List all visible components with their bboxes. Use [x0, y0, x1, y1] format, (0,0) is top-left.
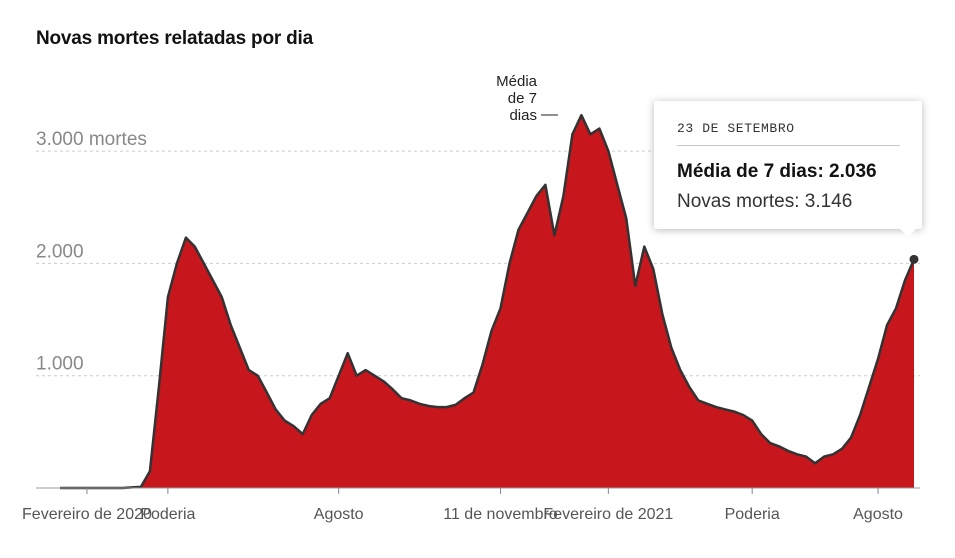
tooltip-divider — [677, 145, 900, 146]
x-tick-label: Fevereiro de 2021 — [543, 506, 673, 523]
tooltip-avg: Média de 7 dias: 2.036 — [677, 161, 877, 182]
x-tick-label: Poderia — [140, 506, 195, 523]
x-tick-label: Agosto — [314, 506, 364, 523]
y-tick-label: 1.000 — [36, 354, 84, 375]
x-tick-label: 11 de novembro — [443, 506, 558, 523]
tooltip-new-deaths: Novas mortes: 3.146 — [677, 191, 853, 212]
y-tick-label: 3.000 mortes — [36, 129, 147, 150]
x-tick-label: Poderia — [725, 506, 780, 523]
annotation-line-3: dias — [509, 107, 537, 124]
tooltip-date: 23 DE SETEMBRO — [677, 121, 795, 136]
highlight-point[interactable] — [909, 254, 919, 264]
annotation-line-1: Média — [496, 73, 538, 90]
y-tick-label: 2.000 — [36, 241, 84, 262]
annotation-line-2: de 7 — [508, 90, 537, 107]
area-layer — [60, 113, 916, 490]
x-tick-label: Agosto — [853, 506, 903, 523]
seven-day-average-line — [60, 113, 916, 490]
new-deaths-area — [60, 115, 914, 488]
avg-annotation: Média de 7 dias — [496, 73, 558, 124]
chart-title: Novas mortes relatadas por dia — [36, 28, 313, 49]
y-tick-labels: 1.000 2.000 3.000 mortes — [36, 129, 147, 375]
x-tick-label: Fevereiro de 2020 — [22, 506, 152, 523]
hover-tooltip: 23 DE SETEMBRO Média de 7 dias: 2.036 No… — [654, 101, 922, 237]
